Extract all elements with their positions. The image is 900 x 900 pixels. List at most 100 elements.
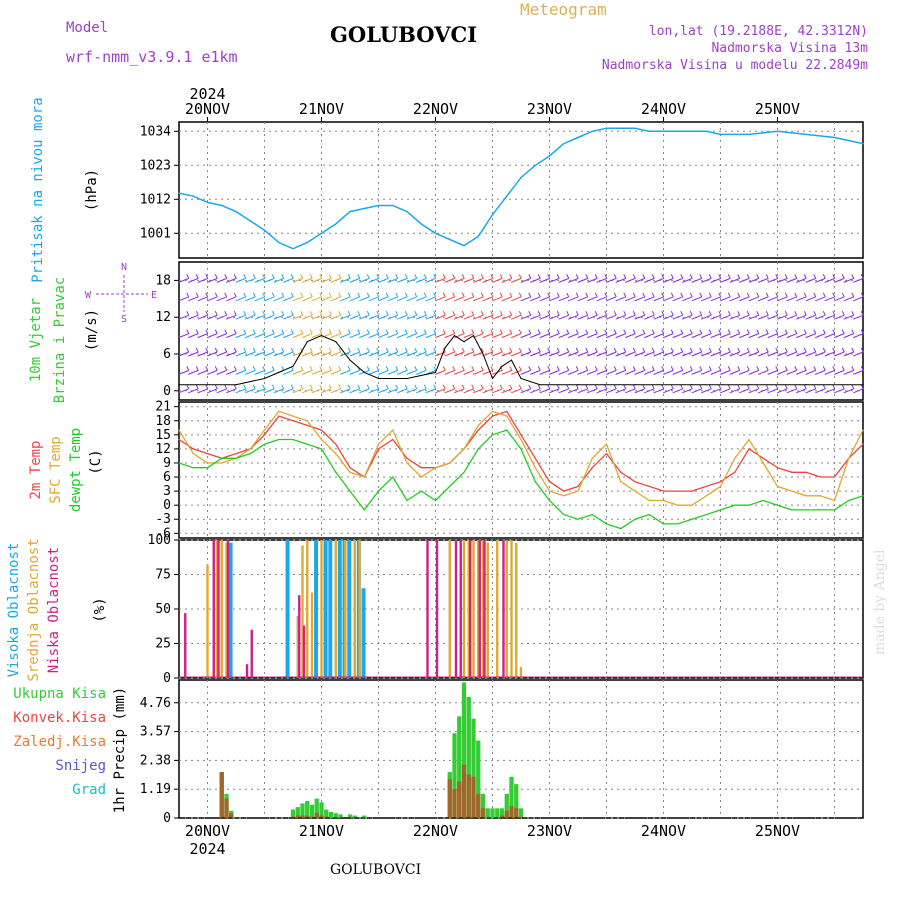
wind-barb-flag [661, 292, 665, 298]
wind-barb-flag [376, 384, 380, 390]
wind-barb [378, 369, 389, 375]
wind-barb [739, 388, 750, 394]
wind-speed-series-point [453, 335, 456, 337]
wind-barb [701, 333, 712, 339]
wind-barb-flag [214, 366, 218, 371]
wind-barb-flag [860, 292, 864, 298]
pressure-series-point [520, 177, 522, 179]
y-tick-label: 18 [155, 414, 171, 429]
wind-barb-flag [718, 310, 722, 316]
wind-barb [720, 369, 731, 375]
wind-speed-series-point [491, 377, 494, 380]
temp-series-1-point [862, 429, 864, 431]
temp-series-2-point [506, 429, 508, 431]
wind-barb-flag [651, 384, 655, 390]
wind-barb [397, 388, 408, 394]
wind-barb-flag [281, 384, 285, 390]
wind-barb [273, 314, 284, 320]
wind-barb [710, 333, 721, 339]
pressure-series-point [363, 207, 365, 210]
wind-barb [558, 351, 569, 357]
wind-barb [644, 351, 655, 357]
wind-barb-flag [689, 329, 693, 334]
wind-barb-flag [423, 329, 427, 334]
wind-barb [245, 388, 256, 394]
wind-barb-flag [224, 329, 228, 334]
wind-barb-flag [414, 329, 418, 334]
wind-barb-flag [851, 274, 855, 279]
wind-barb-flag [746, 384, 750, 390]
wind-barb-flag [186, 384, 190, 390]
wind-barb-flag [604, 274, 608, 279]
cloud-bar [296, 615, 299, 678]
wind-barb-flag [328, 310, 332, 316]
wind-barb-flag [566, 384, 570, 390]
wind-barb [207, 369, 218, 375]
wind-barb-flag [708, 366, 712, 371]
cloud-bar [347, 540, 352, 678]
wind-barb-flag [214, 292, 218, 298]
wind-barb [283, 314, 294, 320]
precip-bar-total [518, 808, 524, 818]
temp-series-0-point [748, 448, 750, 450]
wind-barb [739, 333, 750, 339]
wind-barb [387, 296, 398, 302]
wind-barb-flag [585, 274, 589, 279]
wind-barb-flag [642, 347, 646, 353]
wind-barb-flag [518, 366, 522, 371]
wind-barb-flag [499, 292, 503, 298]
wind-barb [254, 296, 265, 302]
temp-series-0-point [192, 448, 194, 450]
wind-barb [701, 277, 712, 283]
wind-barb-flag [395, 347, 399, 353]
cloud-bar [515, 542, 518, 678]
wind-barb-flag [784, 384, 788, 390]
temp-series-2-point [620, 528, 622, 530]
wind-barb [549, 388, 560, 394]
wind-barb-flag [537, 274, 541, 279]
wind-barb-flag [575, 329, 579, 334]
wind-barb-flag [556, 274, 560, 279]
pressure-series-point [776, 130, 779, 132]
temp-series-1-point [563, 495, 565, 497]
temp-series-0-point [263, 434, 266, 436]
wind-speed-series-point [862, 384, 864, 386]
wind-barb [653, 369, 664, 375]
wind-barb-flag [385, 366, 389, 371]
wind-barb [720, 333, 731, 339]
wind-barb-flag [480, 292, 484, 298]
pressure-series-point [677, 130, 679, 132]
wind-barb [739, 277, 750, 283]
wind-barb [653, 351, 664, 357]
y-tick-label: 3 [163, 484, 171, 499]
temp-series-2-point [691, 518, 693, 520]
wind-barb-flag [357, 347, 361, 353]
wind-barb [359, 296, 370, 302]
wind-barb-flag [642, 274, 646, 279]
wind-barb [454, 277, 465, 283]
wind-barb [188, 388, 199, 394]
precip-bar-total [485, 808, 490, 818]
wind-barb [511, 277, 522, 283]
temp-series-2-point [577, 518, 579, 520]
pressure-series-point [748, 133, 750, 135]
wind-barb-flag [784, 292, 788, 298]
wind-barb-flag [585, 292, 589, 298]
wind-barb-flag [385, 310, 389, 316]
wind-barb-flag [414, 274, 418, 279]
wind-barb-flag [490, 274, 494, 279]
wind-barb [235, 351, 246, 357]
wind-barb-flag [528, 310, 532, 316]
wind-barb [482, 296, 493, 302]
temp-series-1-point [520, 438, 522, 441]
cloud-bar [184, 613, 187, 678]
precip-bar-convective [476, 793, 481, 818]
wind-barb [435, 314, 446, 320]
pressure-series-point [420, 223, 422, 225]
temp-series-1-point [762, 462, 764, 464]
temp-series-2-point [776, 504, 779, 506]
wind-barb-flag [338, 384, 342, 390]
wind-barb [406, 388, 417, 394]
wind-barb [615, 314, 626, 320]
panel-frame-precip [178, 679, 864, 819]
